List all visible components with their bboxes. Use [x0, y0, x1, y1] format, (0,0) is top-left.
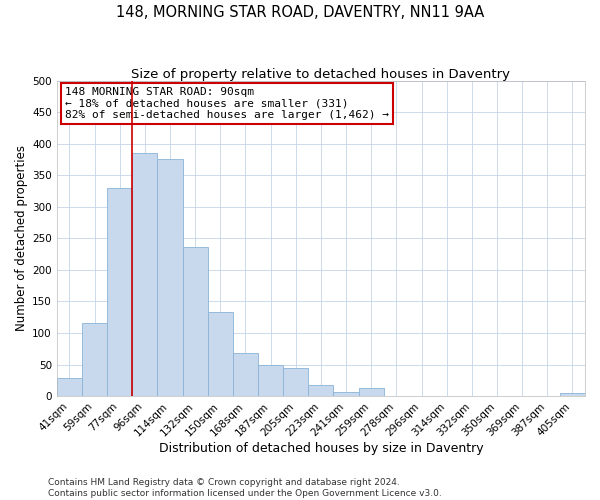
Text: 148, MORNING STAR ROAD, DAVENTRY, NN11 9AA: 148, MORNING STAR ROAD, DAVENTRY, NN11 9…: [116, 5, 484, 20]
Text: Contains HM Land Registry data © Crown copyright and database right 2024.
Contai: Contains HM Land Registry data © Crown c…: [48, 478, 442, 498]
Bar: [233, 353, 258, 396]
Bar: [208, 312, 233, 396]
Bar: [82, 323, 107, 396]
Bar: [359, 388, 384, 396]
Bar: [283, 368, 308, 396]
Bar: [157, 160, 182, 396]
Bar: [334, 392, 359, 396]
Bar: [132, 153, 157, 396]
Bar: [182, 246, 208, 396]
Bar: [258, 364, 283, 396]
Bar: [57, 378, 82, 396]
Text: 148 MORNING STAR ROAD: 90sqm
← 18% of detached houses are smaller (331)
82% of s: 148 MORNING STAR ROAD: 90sqm ← 18% of de…: [65, 87, 389, 120]
X-axis label: Distribution of detached houses by size in Daventry: Distribution of detached houses by size …: [158, 442, 483, 455]
Bar: [107, 188, 132, 396]
Title: Size of property relative to detached houses in Daventry: Size of property relative to detached ho…: [131, 68, 511, 80]
Y-axis label: Number of detached properties: Number of detached properties: [15, 146, 28, 332]
Bar: [560, 393, 585, 396]
Bar: [308, 385, 334, 396]
